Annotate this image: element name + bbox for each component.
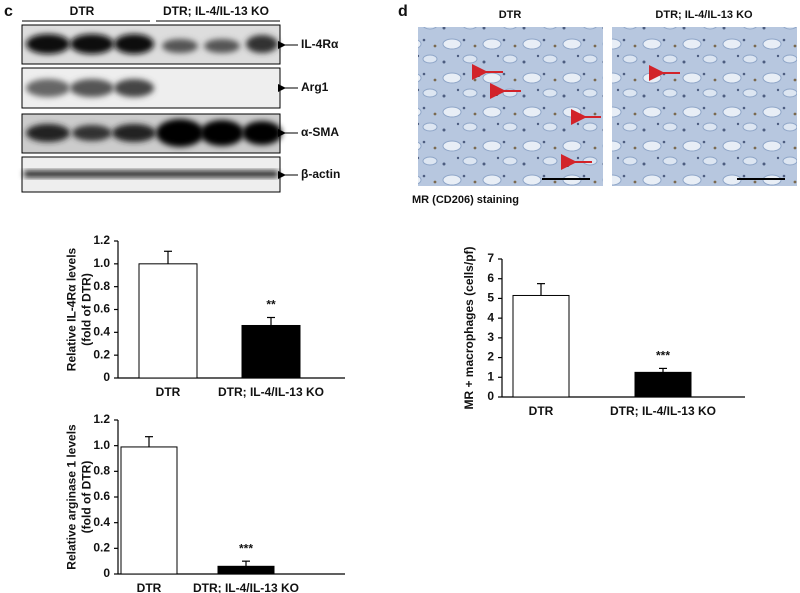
- bar: [512, 294, 570, 398]
- significance-label: ***: [239, 541, 253, 555]
- x-tick-label: DTR: [529, 404, 554, 418]
- y-tick-label: 0.8: [93, 279, 110, 293]
- x-tick-label: DTR: [137, 581, 162, 593]
- y-tick-label: 1.0: [93, 438, 110, 452]
- x-tick-label: DTR; IL-4/IL-13 KO: [610, 404, 716, 418]
- y-tick-label: 5: [487, 291, 494, 305]
- x-tick-label: DTR; IL-4/IL-13 KO: [193, 581, 299, 593]
- blot-group-label: DTR: [70, 4, 95, 18]
- panel-label: c: [4, 3, 13, 20]
- micrograph-label: DTR; IL-4/IL-13 KO: [655, 9, 753, 21]
- y-axis-label: (fold of DTR): [80, 273, 94, 346]
- bar: [634, 371, 692, 398]
- y-tick-label: 0.6: [93, 302, 110, 316]
- y-tick-label: 0.4: [93, 515, 110, 529]
- y-tick-label: 0.2: [93, 541, 110, 555]
- band-label: Arg1: [301, 80, 329, 94]
- y-tick-label: 4: [487, 310, 494, 324]
- y-tick-label: 0.2: [93, 347, 110, 361]
- bar: [120, 446, 178, 575]
- y-axis-label: MR + macrophages (cells/pf): [462, 246, 476, 409]
- x-tick-label: DTR; IL-4/IL-13 KO: [218, 385, 324, 399]
- y-tick-label: 0.8: [93, 464, 110, 478]
- x-tick-label: DTR: [156, 385, 181, 399]
- y-tick-label: 0: [487, 389, 494, 403]
- y-tick-label: 1.0: [93, 256, 110, 270]
- y-tick-label: 1.2: [93, 412, 110, 426]
- y-tick-label: 1.2: [93, 233, 110, 247]
- y-axis-label: (fold of DTR): [80, 461, 94, 534]
- y-tick-label: 6: [487, 271, 494, 285]
- y-tick-label: 0.4: [93, 325, 110, 339]
- western-blot: DTR DTR; IL-4/IL-13 KO IL-4Rα Arg1 α-SMA…: [21, 4, 340, 193]
- band-label: α-SMA: [301, 125, 339, 139]
- y-tick-label: 3: [487, 330, 494, 344]
- band-label: β-actin: [301, 167, 340, 181]
- micrographs: DTR DTR; IL-4/IL-13 KO MR (CD206) staini…: [412, 9, 797, 206]
- band-label: IL-4Rα: [301, 37, 339, 51]
- y-tick-label: 2: [487, 350, 494, 364]
- y-tick-label: 7: [487, 251, 494, 265]
- micrograph-label: DTR: [499, 9, 522, 21]
- significance-label: **: [266, 298, 276, 312]
- y-axis-label: Relative arginase 1 levels: [65, 424, 79, 570]
- significance-label: ***: [656, 349, 670, 363]
- micrograph: [612, 27, 797, 186]
- panel-label: d: [398, 3, 408, 20]
- y-tick-label: 0: [103, 370, 110, 384]
- y-tick-label: 0: [103, 566, 110, 580]
- bar: [241, 324, 301, 379]
- y-axis-label: Relative IL-4Rα levels: [65, 247, 79, 371]
- micrograph-caption: MR (CD206) staining: [412, 194, 519, 206]
- y-tick-label: 1: [487, 369, 494, 383]
- y-tick-label: 0.6: [93, 489, 110, 503]
- blot-group-label: DTR; IL-4/IL-13 KO: [163, 4, 269, 18]
- bar: [138, 263, 198, 379]
- bar: [217, 565, 275, 575]
